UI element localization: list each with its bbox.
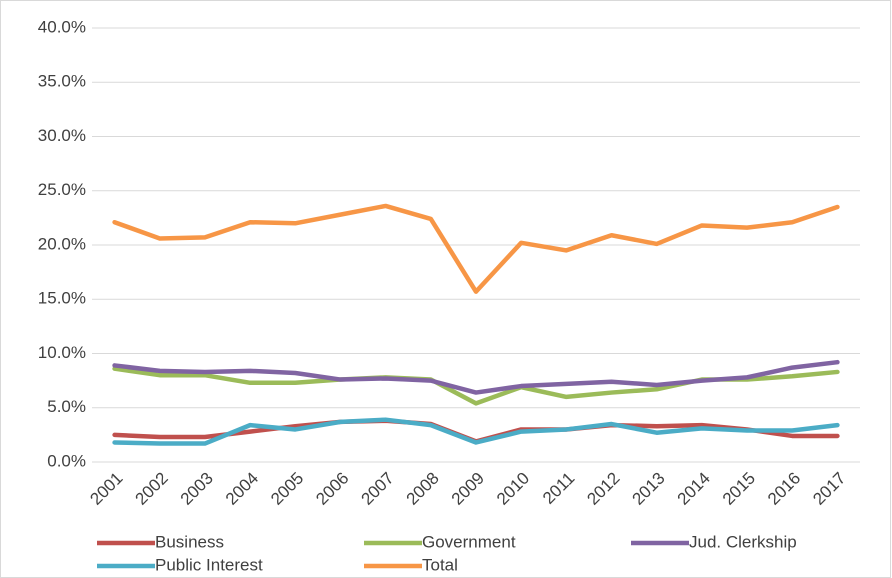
- series-line: [112, 359, 840, 395]
- legend-label: Total: [422, 555, 458, 574]
- y-tick-label: 0.0%: [47, 451, 86, 470]
- legend-label: Government: [422, 532, 516, 551]
- y-tick-label: 25.0%: [38, 180, 86, 199]
- y-tick-label: 15.0%: [38, 289, 86, 308]
- y-tick-label: 40.0%: [38, 17, 86, 36]
- legend-label: Jud. Clerkship: [689, 532, 797, 551]
- y-tick-label: 10.0%: [38, 343, 86, 362]
- series-line: [112, 203, 840, 294]
- y-tick-label: 5.0%: [47, 397, 86, 416]
- y-tick-label: 20.0%: [38, 234, 86, 253]
- y-tick-label: 35.0%: [38, 72, 86, 91]
- series-line: [112, 417, 840, 446]
- legend-label: Public Interest: [155, 555, 263, 574]
- legend-label: Business: [155, 532, 224, 551]
- y-tick-label: 30.0%: [38, 126, 86, 145]
